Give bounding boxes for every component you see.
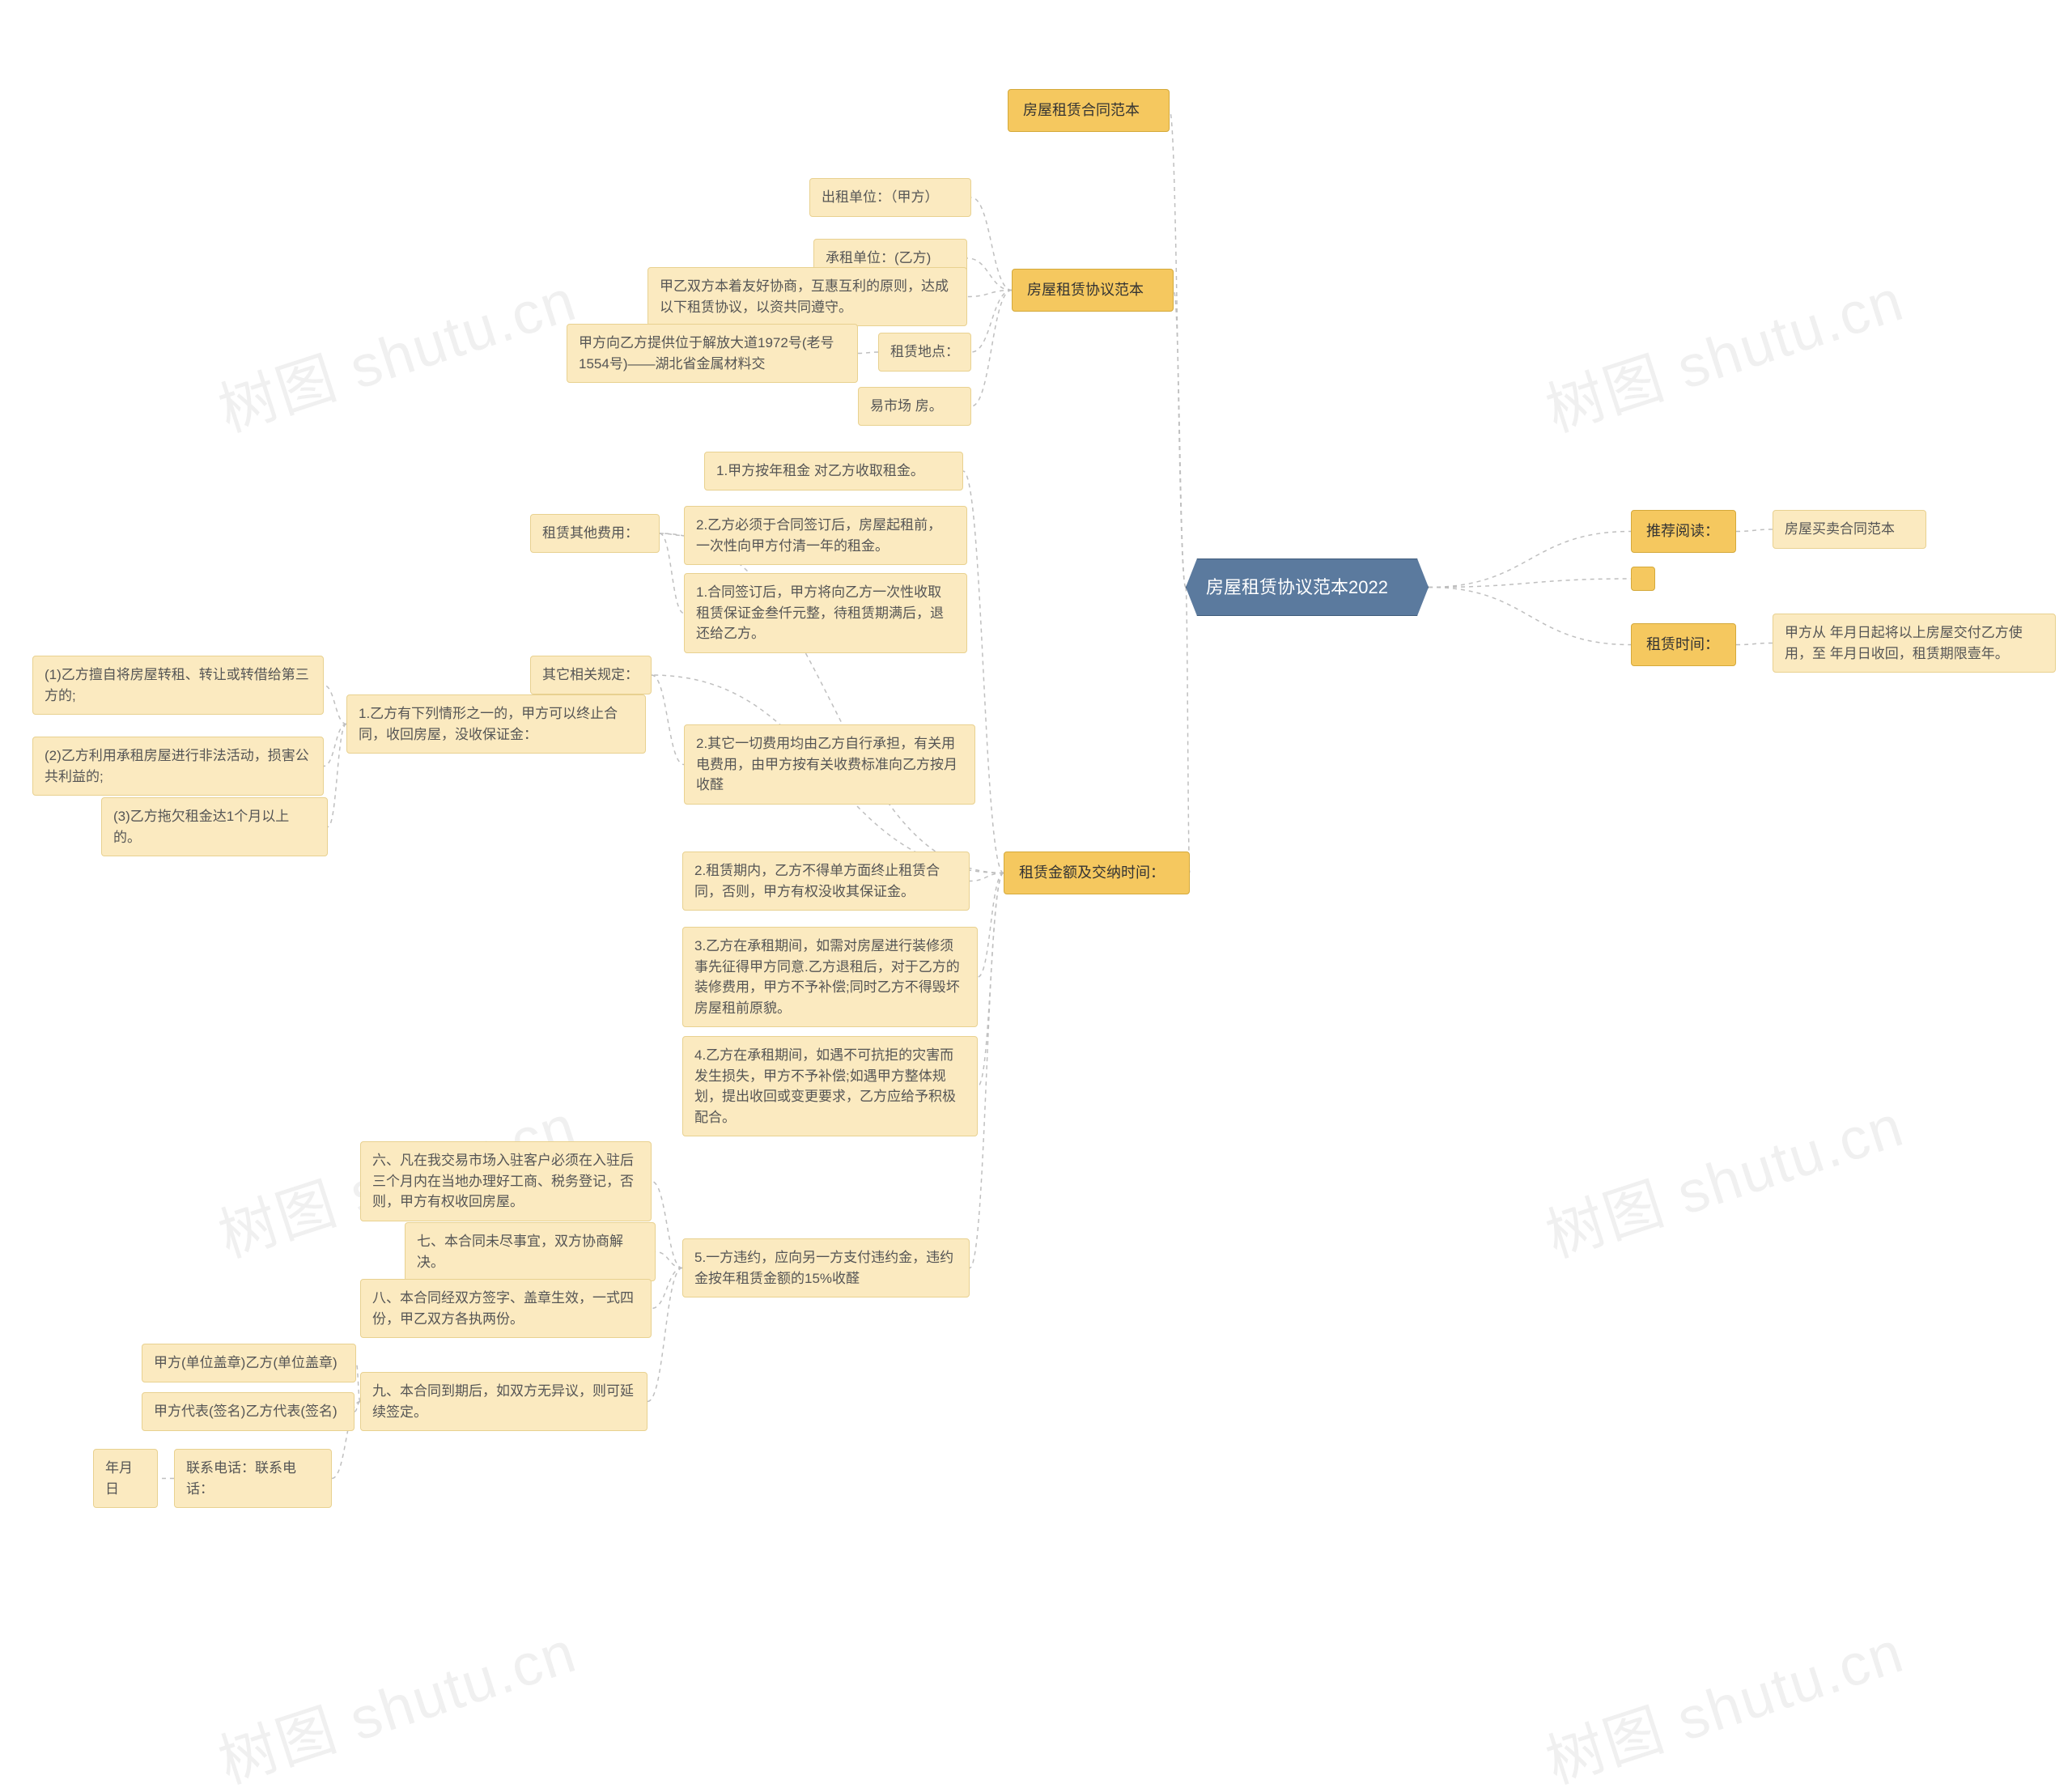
mindmap-node-rec_link[interactable]: 房屋买卖合同范本: [1773, 510, 1926, 549]
mindmap-node-rent1[interactable]: 1.甲方按年租金 对乙方收取租金。: [704, 452, 963, 491]
mindmap-node-clause3[interactable]: 3.乙方在承租期间，如需对房屋进行装修须事先征得甲方同意.乙方退租后，对于乙方的…: [682, 927, 978, 1027]
mindmap-node-contract_sample[interactable]: 房屋租赁合同范本: [1008, 89, 1170, 132]
mindmap-node-recommended[interactable]: 推荐阅读：: [1631, 510, 1736, 553]
mindmap-node-sig_rep[interactable]: 甲方代表(签名)乙方代表(签名): [142, 1392, 355, 1431]
mindmap-node-t2[interactable]: (2)乙方利用承租房屋进行非法活动，损害公共利益的;: [32, 737, 324, 796]
mindmap-node-clause7[interactable]: 七、本合同未尽事宜，双方协商解决。: [405, 1222, 656, 1281]
mindmap-node-clause5[interactable]: 5.一方违约，应向另一方支付违约金，违约金按年租赁金额的15%收醛: [682, 1238, 970, 1297]
mindmap-node-agreement_sample[interactable]: 房屋租赁协议范本: [1012, 269, 1174, 312]
mindmap-node-related_rules[interactable]: 其它相关规定：: [530, 656, 652, 694]
mindmap-node-market[interactable]: 易市场 房。: [858, 387, 971, 426]
mindmap-node-clause6[interactable]: 六、凡在我交易市场入驻客户必须在入驻后三个月内在当地办理好工商、税务登记，否则，…: [360, 1141, 652, 1221]
mindmap-node-lessor[interactable]: 出租单位：（甲方）: [809, 178, 971, 217]
mindmap-node-t1[interactable]: (1)乙方擅自将房屋转租、转让或转借给第三方的;: [32, 656, 324, 715]
watermark: 树图 shutu.cn: [1534, 253, 1913, 448]
mindmap-node-lease_time_val[interactable]: 甲方从 年月日起将以上房屋交付乙方使用，至 年月日收回，租赁期限壹年。: [1773, 614, 2056, 673]
mindmap-node-other_fee[interactable]: 租赁其他费用：: [530, 514, 660, 553]
mindmap-node-rent2[interactable]: 2.乙方必须于合同签订后，房屋起租前，一次性向甲方付清一年的租金。: [684, 506, 967, 565]
mindmap-node-other_cost[interactable]: 2.其它一切费用均由乙方自行承担，有关用电费用，由甲方按有关收费标准向乙方按月收…: [684, 724, 975, 805]
mindmap-node-address_val[interactable]: 甲方向乙方提供位于解放大道1972号(老号1554号)——湖北省金属材料交: [567, 324, 858, 383]
watermark: 树图 shutu.cn: [206, 1604, 585, 1788]
mindmap-node-deposit[interactable]: 1.合同签订后，甲方将向乙方一次性收取租赁保证金叁仟元整，待租赁期满后，退还给乙…: [684, 573, 967, 653]
mindmap-node-date[interactable]: 年月 日: [93, 1449, 158, 1508]
mindmap-node-contact[interactable]: 联系电话：联系电话：: [174, 1449, 332, 1508]
mindmap-node-clause2[interactable]: 2.租赁期内，乙方不得单方面终止租赁合同，否则，甲方有权没收其保证金。: [682, 852, 970, 911]
watermark: 树图 shutu.cn: [1534, 1604, 1913, 1788]
mindmap-node-clause4[interactable]: 4.乙方在承租期间，如遇不可抗拒的灾害而发生损失，甲方不予补偿;如遇甲方整体规划…: [682, 1036, 978, 1136]
watermark: 树图 shutu.cn: [206, 253, 585, 448]
mindmap-node-sig_seal[interactable]: 甲方(单位盖章)乙方(单位盖章): [142, 1344, 356, 1382]
watermark: 树图 shutu.cn: [1534, 1078, 1913, 1273]
mindmap-node-terminate[interactable]: 1.乙方有下列情形之一的，甲方可以终止合同，收回房屋，没收保证金：: [346, 694, 646, 754]
mindmap-node-clause9[interactable]: 九、本合同到期后，如双方无异议，则可延续签定。: [360, 1372, 648, 1431]
mindmap-node-principle[interactable]: 甲乙双方本着友好协商，互惠互利的原则，达成以下租赁协议，以资共同遵守。: [648, 267, 967, 326]
mindmap-node-tinybox[interactable]: [1631, 567, 1655, 591]
mindmap-node-t3[interactable]: (3)乙方拖欠租金达1个月以上的。: [101, 797, 328, 856]
mindmap-node-lease_time[interactable]: 租赁时间：: [1631, 623, 1736, 666]
mindmap-node-clause8[interactable]: 八、本合同经双方签字、盖章生效，一式四份，甲乙双方各执两份。: [360, 1279, 652, 1338]
mindmap-node-root[interactable]: 房屋租赁协议范本2022: [1186, 558, 1429, 616]
mindmap-node-rent_amount[interactable]: 租赁金额及交纳时间：: [1004, 852, 1190, 894]
mindmap-node-address_label[interactable]: 租赁地点：: [878, 333, 971, 372]
